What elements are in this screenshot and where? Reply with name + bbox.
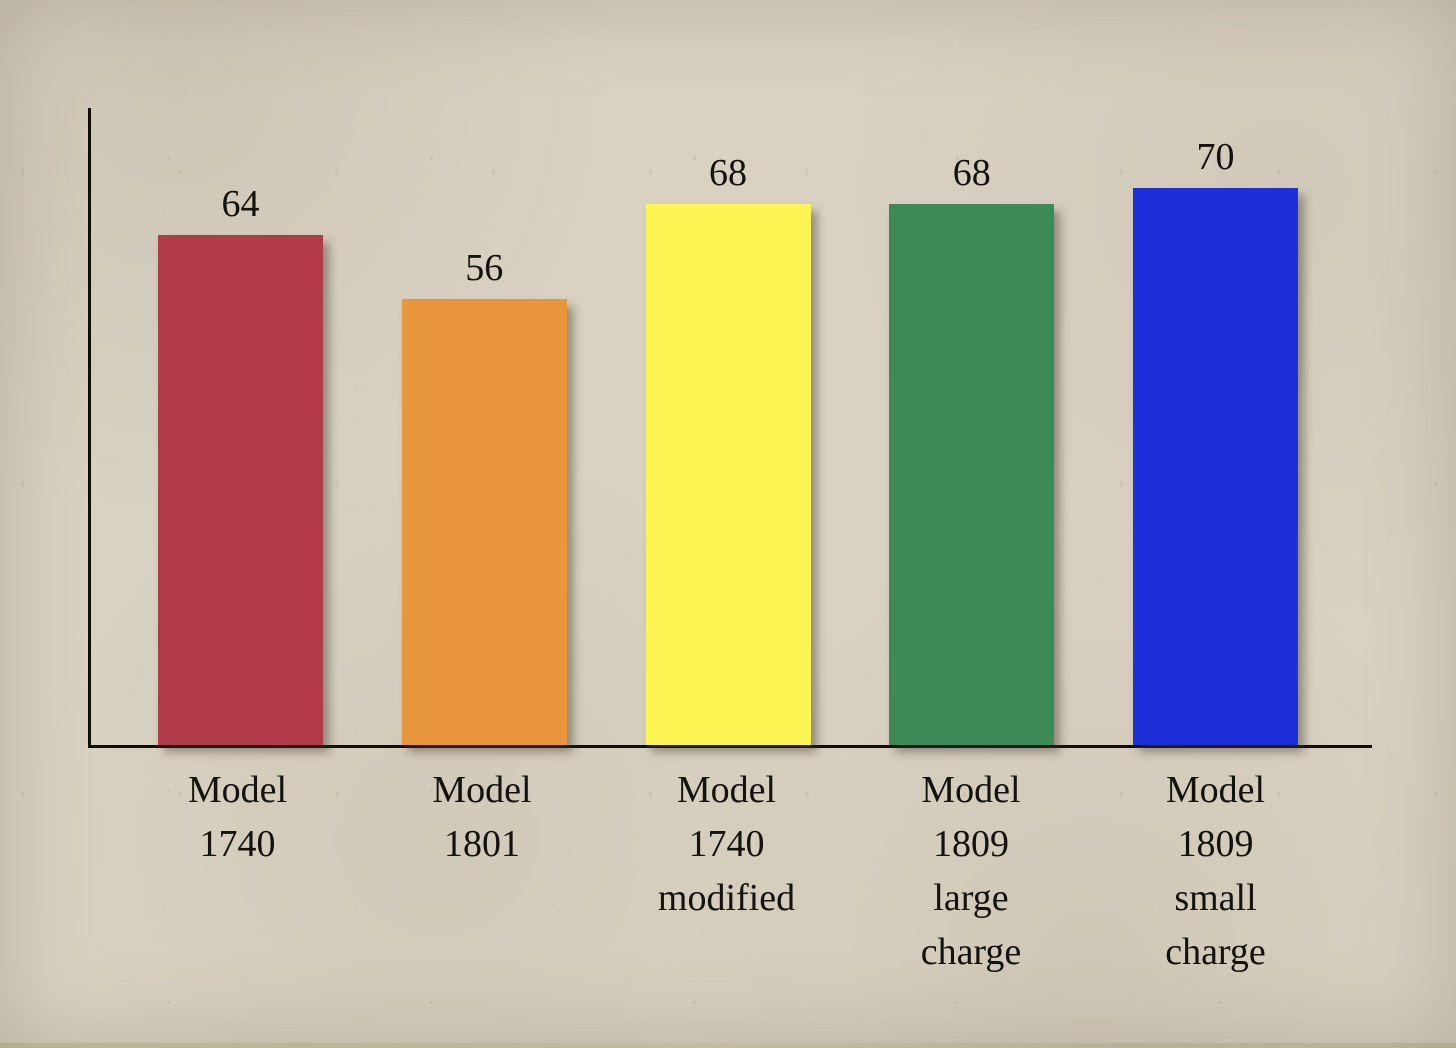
bar-model-1740-modified — [645, 204, 811, 745]
x-tick-label-model-1809-large-charge: Model 1809 large charge — [889, 764, 1054, 980]
x-tick-label-model-1801: Model 1801 — [400, 764, 565, 980]
bars-row: 64 56 68 68 70 — [91, 108, 1372, 745]
x-tick-label-line: 1809 — [933, 822, 1009, 865]
x-tick-label-line: Model — [187, 769, 288, 811]
bar-group-model-1809-large-charge: 68 — [889, 152, 1055, 745]
bar-value-label: 68 — [952, 152, 991, 194]
bar-value-label: 56 — [465, 247, 504, 289]
x-tick-label-model-1740-modified: Model 1740 modified — [644, 764, 809, 980]
x-axis-labels: Model 1740 Model 1801 Model 1740 modified Model… — [88, 764, 1372, 980]
bar-model-1801 — [401, 299, 567, 745]
bar-group-model-1740-modified: 68 — [645, 152, 811, 745]
bar-chart: 64 56 68 68 70 Model 1740 Model 1801 Model 1740 mo… — [88, 108, 1372, 980]
x-tick-label-line: Model — [676, 769, 777, 811]
bar-group-model-1740: 64 — [158, 185, 323, 745]
plot-area: 64 56 68 68 70 — [88, 108, 1372, 748]
x-tick-label-line: small — [1174, 876, 1257, 919]
x-tick-label-line: 1809 — [1177, 822, 1254, 865]
bar-model-1809-small-charge — [1133, 188, 1298, 745]
x-tick-label-line: 1740 — [688, 822, 765, 865]
bar-value-label: 68 — [709, 152, 747, 194]
x-tick-label-model-1809-small-charge: Model 1809 small charge — [1133, 764, 1298, 980]
x-tick-label-line: Model — [921, 769, 1021, 811]
x-tick-label-model-1740: Model 1740 — [155, 764, 320, 980]
bar-value-label: 70 — [1196, 136, 1235, 178]
bar-group-model-1809-small-charge: 70 — [1133, 138, 1298, 745]
x-tick-label-line: modified — [657, 876, 796, 919]
bar-value-label: 64 — [221, 183, 260, 225]
x-tick-label-line: Model — [432, 769, 532, 811]
x-tick-label-line: 1801 — [444, 822, 520, 865]
x-tick-label-line: large — [933, 876, 1009, 919]
x-tick-label-line: Model — [1165, 769, 1266, 811]
bottom-edge-strip — [0, 1043, 1456, 1048]
x-tick-label-line: 1740 — [199, 822, 276, 865]
bar-model-1809-large-charge — [889, 204, 1055, 745]
x-tick-label-line: charge — [920, 930, 1022, 973]
bar-group-model-1801: 56 — [401, 247, 567, 745]
bar-model-1740 — [158, 235, 323, 745]
x-tick-label-line: charge — [1165, 930, 1266, 973]
